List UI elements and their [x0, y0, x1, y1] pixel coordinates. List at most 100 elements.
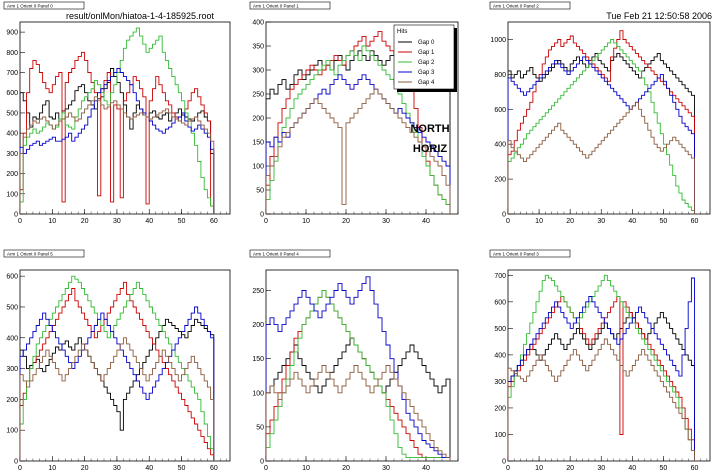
x-tick-label: 50: [659, 218, 667, 225]
plot-frame: [265, 269, 459, 462]
panel-1: Arm 1 Orient 0 Panel 00 10 20 30 40 50 6001002…: [3, 1, 231, 225]
x-tick-label: 0: [264, 465, 268, 472]
y-tick-label: 500: [6, 110, 18, 117]
y-tick-label: 400: [6, 131, 18, 138]
y-tick-label: 300: [252, 68, 264, 75]
series-gap-3: [266, 276, 451, 461]
y-tick-label: 500: [6, 304, 18, 311]
x-tick-label: 10: [535, 218, 543, 225]
series-gap-1: [508, 296, 695, 461]
x-tick-label: 40: [628, 218, 636, 225]
x-tick-label: 30: [597, 465, 605, 472]
panels-group: Arm 1 Orient 0 Panel 00 10 20 30 40 50 6001002…: [3, 1, 711, 472]
series-gap-3: [20, 306, 215, 461]
panel-title-box: [249, 249, 331, 258]
y-tick-label: 1000: [490, 37, 506, 44]
y-tick-label: 0: [502, 459, 506, 466]
legend-entry: Gap 2: [418, 60, 435, 66]
x-tick-label: 60: [691, 218, 699, 225]
y-tick-label: 800: [494, 72, 506, 79]
y-tick-label: 350: [252, 44, 264, 51]
panel-title-box: [489, 1, 571, 10]
x-tick-label: 30: [113, 465, 121, 472]
x-tick-label: 40: [145, 465, 153, 472]
legend-entry: Gap 4: [418, 80, 435, 86]
y-tick-label: 150: [252, 140, 264, 147]
y-tick-label: 400: [252, 20, 264, 27]
x-tick-label: 0: [18, 218, 22, 225]
x-tick-label: 30: [597, 218, 605, 225]
y-tick-label: 500: [494, 326, 506, 333]
file-name: result/onlMon/hiatoa-1-4-185925.root: [66, 11, 215, 21]
y-tick-label: 250: [252, 288, 264, 295]
y-tick-label: 0: [260, 212, 264, 219]
x-tick-label: 20: [81, 218, 89, 225]
y-tick-label: 400: [494, 352, 506, 359]
series-gap-2: [508, 39, 695, 214]
x-tick-label: 50: [178, 218, 186, 225]
series-gap-1: [508, 30, 695, 214]
panel-6: Arm 1 Orient 0 Panel 30 10 20 30 40 50 6001002…: [489, 249, 711, 472]
y-tick-label: 0: [14, 459, 18, 466]
x-tick-label: 50: [659, 465, 667, 472]
series-gap-4: [20, 337, 215, 461]
x-tick-label: 30: [113, 218, 121, 225]
series-gap-1: [266, 31, 451, 214]
x-tick-label: 60: [210, 465, 218, 472]
series-gap-3: [508, 277, 695, 461]
panel-title-box: [489, 249, 571, 258]
series-gap-4: [508, 338, 695, 461]
x-tick-label: 40: [422, 465, 430, 472]
x-tick-label: 10: [302, 465, 310, 472]
y-tick-label: 100: [494, 432, 506, 439]
legend-box: [393, 24, 455, 90]
y-tick-label: 200: [252, 322, 264, 329]
x-tick-label: 10: [302, 218, 310, 225]
x-tick-label: 20: [342, 218, 350, 225]
panel-title-box: [249, 1, 331, 10]
legend: Hits Gap 0 Gap 1 Gap 2 Gap 3 Gap 4: [393, 24, 457, 92]
y-tick-label: 200: [252, 116, 264, 123]
y-tick-label: 600: [6, 90, 18, 97]
panel-3: Arm 1 Orient 0 Panel 20 10 20 30 40 50 6002004…: [489, 1, 711, 225]
plot-frame: [19, 21, 231, 215]
legend-entry: Gap 3: [418, 70, 435, 76]
x-tick-label: 0: [506, 465, 510, 472]
panel-4: Arm 1 Orient 0 Panel 50 10 20 30 40 50 6001002…: [3, 249, 231, 472]
x-tick-label: 20: [566, 465, 574, 472]
series-gap-4: [266, 88, 451, 214]
y-tick-label: 0: [14, 212, 18, 219]
panel-5: Arm 1 Orient 0 Panel 4 0 10 20 30 40 0 50 100 150…: [249, 249, 459, 472]
y-tick-label: 200: [494, 177, 506, 184]
y-tick-label: 100: [6, 428, 18, 435]
y-tick-label: 50: [256, 188, 264, 195]
x-tick-label: 30: [382, 218, 390, 225]
x-tick-label: 40: [422, 218, 430, 225]
y-tick-label: 250: [252, 92, 264, 99]
series-gap-2: [266, 290, 451, 461]
series-gap-4: [266, 365, 451, 461]
y-tick-label: 300: [6, 366, 18, 373]
panel-title: Arm 1 Orient 0 Panel 3: [493, 252, 539, 257]
panel-title: Arm 1 Orient 0 Panel 0: [7, 4, 53, 9]
panel-title-box: [3, 1, 85, 10]
north-label: NORTH: [410, 123, 449, 135]
timestamp: Tue Feb 21 12:50:58 2006: [606, 11, 712, 21]
series-gap-3: [20, 68, 215, 214]
x-tick-label: 60: [210, 218, 218, 225]
x-tick-label: 0: [506, 218, 510, 225]
legend-title: Hits: [397, 29, 407, 35]
x-tick-label: 0: [264, 218, 268, 225]
x-tick-label: 20: [342, 465, 350, 472]
y-tick-label: 400: [494, 142, 506, 149]
y-tick-label: 100: [6, 191, 18, 198]
series-gap-2: [508, 274, 695, 461]
x-tick-label: 40: [628, 465, 636, 472]
panel-title: Arm 1 Orient 0 Panel 4: [253, 252, 299, 257]
legend-entry: Gap 1: [418, 50, 435, 56]
panel-title: Arm 1 Orient 0 Panel 2: [493, 4, 539, 9]
panel-title-box: [3, 249, 85, 258]
horiz-label: HORIZ: [413, 143, 448, 155]
x-tick-label: 40: [145, 218, 153, 225]
